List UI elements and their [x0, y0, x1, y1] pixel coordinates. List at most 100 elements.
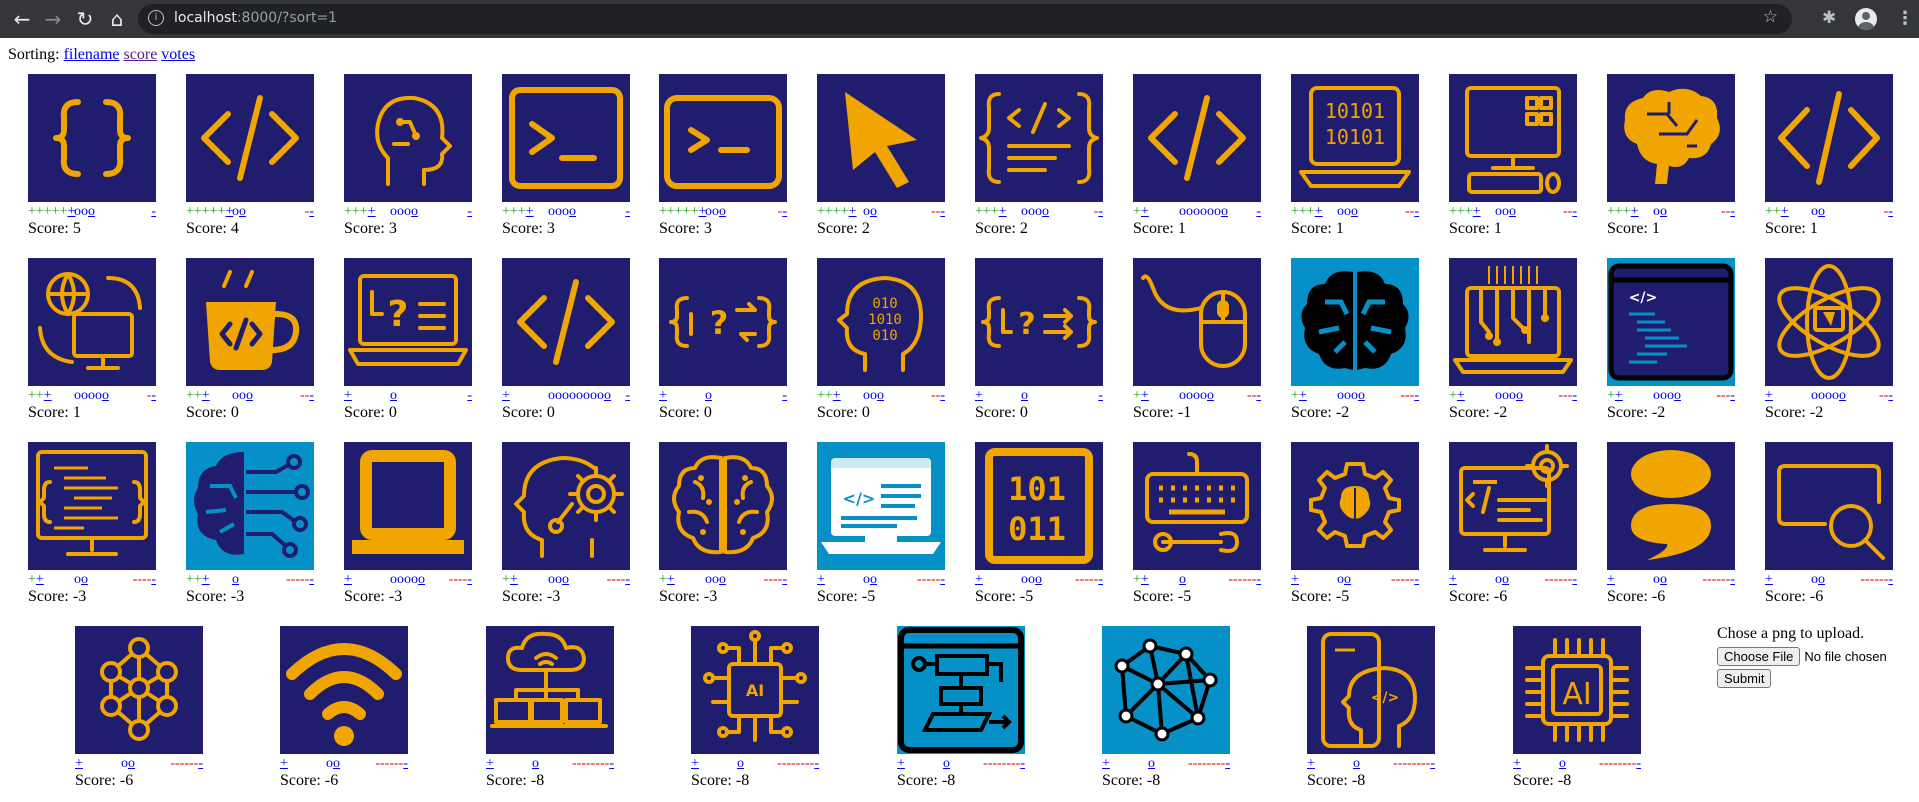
neutral-vote[interactable]: oo	[1653, 571, 1667, 588]
downvote-link[interactable]: -	[467, 572, 472, 587]
upvote-link[interactable]: +	[1291, 572, 1299, 587]
neutral-vote-link[interactable]: o	[877, 388, 884, 403]
neutral-vote[interactable]: o	[737, 755, 744, 772]
downvote-link[interactable]: -	[151, 388, 156, 403]
neutral-vote[interactable]: o	[943, 755, 950, 772]
neutral-vote[interactable]: oo	[1337, 571, 1351, 588]
neutral-vote[interactable]: ooo	[74, 203, 95, 220]
upvote-link[interactable]: +	[1314, 204, 1323, 219]
upvote-link[interactable]: +	[43, 388, 52, 403]
downvote-link[interactable]: -	[1888, 388, 1893, 403]
neutral-vote[interactable]: oo	[863, 571, 877, 588]
upvote-link[interactable]: +	[1513, 756, 1521, 771]
upvote-link[interactable]: +	[1780, 204, 1789, 219]
neutral-vote[interactable]: ooo	[232, 387, 253, 404]
neutral-vote[interactable]: ooooo	[74, 387, 109, 404]
downvote-link[interactable]: -	[1098, 572, 1103, 587]
upvote-link[interactable]: +	[848, 204, 857, 219]
neutral-vote[interactable]: ooo	[705, 571, 726, 588]
extensions-puzzle-icon[interactable]: ✱	[1822, 8, 1837, 28]
downvote-link[interactable]: -	[151, 572, 156, 587]
upvote-link[interactable]: +	[975, 572, 983, 587]
neutral-vote-link[interactable]: o	[1502, 572, 1509, 587]
downvote-link[interactable]: -	[1730, 572, 1735, 587]
neutral-vote-link[interactable]: o	[1353, 756, 1360, 771]
neutral-vote[interactable]: o	[1148, 755, 1155, 772]
downvote-link[interactable]: -	[1730, 204, 1735, 219]
upvote-link[interactable]: +	[344, 572, 352, 587]
downvote-link[interactable]: -	[1572, 572, 1577, 587]
neutral-vote-link[interactable]: o	[239, 204, 246, 219]
downvote-link[interactable]: -	[1888, 572, 1893, 587]
downvote-link[interactable]: -	[403, 756, 408, 771]
neutral-vote[interactable]: ooo	[1021, 571, 1042, 588]
downvote-link[interactable]: -	[1572, 204, 1577, 219]
neutral-vote[interactable]: o	[1559, 755, 1566, 772]
downvote-link[interactable]: -	[940, 204, 945, 219]
neutral-vote-link[interactable]: o	[333, 756, 340, 771]
neutral-vote[interactable]: o	[1353, 755, 1360, 772]
upvote-link[interactable]: +	[1140, 572, 1149, 587]
neutral-vote[interactable]: ooooo	[390, 571, 425, 588]
neutral-vote-link[interactable]: o	[943, 756, 950, 771]
upvote-link[interactable]: +	[225, 204, 234, 219]
neutral-vote[interactable]: ooooo	[1179, 387, 1214, 404]
neutral-vote[interactable]: o	[390, 387, 397, 404]
neutral-vote[interactable]: o	[232, 571, 239, 588]
upvote-link[interactable]: +	[1140, 204, 1149, 219]
neutral-vote[interactable]: oo	[326, 755, 340, 772]
choose-file-button[interactable]: Choose File	[1717, 647, 1801, 666]
upvote-link[interactable]: +	[998, 204, 1007, 219]
back-arrow-icon[interactable]: ←	[13, 7, 31, 31]
neutral-vote[interactable]: ooo	[705, 203, 726, 220]
neutral-vote-link[interactable]: o	[81, 572, 88, 587]
downvote-link[interactable]: -	[625, 572, 630, 587]
neutral-vote[interactable]: oooo	[548, 203, 576, 220]
upvote-link[interactable]: +	[1102, 756, 1110, 771]
neutral-vote[interactable]: oo	[1811, 203, 1825, 220]
upvote-link[interactable]: +	[1765, 388, 1773, 403]
downvote-link[interactable]: -	[814, 756, 819, 771]
neutral-vote[interactable]: ooooooo	[1179, 203, 1228, 220]
neutral-vote-link[interactable]: o	[532, 756, 539, 771]
downvote-link[interactable]: -	[782, 388, 787, 403]
neutral-vote-link[interactable]: o	[870, 572, 877, 587]
upvote-link[interactable]: +	[975, 388, 983, 403]
downvote-link[interactable]: -	[1888, 204, 1893, 219]
neutral-vote[interactable]: o	[1021, 387, 1028, 404]
downvote-link[interactable]: -	[467, 388, 472, 403]
downvote-link[interactable]: -	[1414, 572, 1419, 587]
neutral-vote[interactable]: o	[532, 755, 539, 772]
neutral-vote[interactable]: oo	[232, 203, 246, 220]
neutral-vote[interactable]: o	[1179, 571, 1186, 588]
upvote-link[interactable]: +	[486, 756, 494, 771]
downvote-link[interactable]: -	[609, 756, 614, 771]
neutral-vote[interactable]: oooo	[1495, 387, 1523, 404]
neutral-vote-link[interactable]: o	[1358, 388, 1365, 403]
downvote-link[interactable]: -	[309, 388, 314, 403]
sort-by-score-link[interactable]: score	[123, 46, 158, 63]
neutral-vote-link[interactable]: o	[1674, 388, 1681, 403]
profile-avatar-icon[interactable]	[1855, 8, 1877, 30]
upvote-link[interactable]: +	[659, 388, 667, 403]
neutral-vote-link[interactable]: o	[1516, 388, 1523, 403]
upvote-link[interactable]: +	[1307, 756, 1315, 771]
neutral-vote-link[interactable]: o	[88, 204, 95, 219]
neutral-vote-link[interactable]: o	[128, 756, 135, 771]
address-bar[interactable]: i localhost:8000/?sort=1 ☆	[138, 4, 1792, 34]
downvote-link[interactable]: -	[940, 572, 945, 587]
url-text[interactable]: localhost:8000/?sort=1	[174, 10, 337, 26]
upvote-link[interactable]: +	[698, 204, 707, 219]
menu-kebab-icon[interactable]: ⋮	[1896, 8, 1914, 29]
neutral-vote-link[interactable]: o	[737, 756, 744, 771]
neutral-vote-link[interactable]: o	[1818, 204, 1825, 219]
upvote-link[interactable]: +	[367, 204, 376, 219]
downvote-link[interactable]: -	[1636, 756, 1641, 771]
neutral-vote-link[interactable]: o	[1509, 204, 1516, 219]
upvote-link[interactable]: +	[1449, 572, 1457, 587]
upvote-link[interactable]: +	[1456, 388, 1465, 403]
upvote-link[interactable]: +	[897, 756, 905, 771]
neutral-vote[interactable]: ooo	[548, 571, 569, 588]
downvote-link[interactable]: -	[1098, 388, 1103, 403]
downvote-link[interactable]: -	[309, 204, 314, 219]
